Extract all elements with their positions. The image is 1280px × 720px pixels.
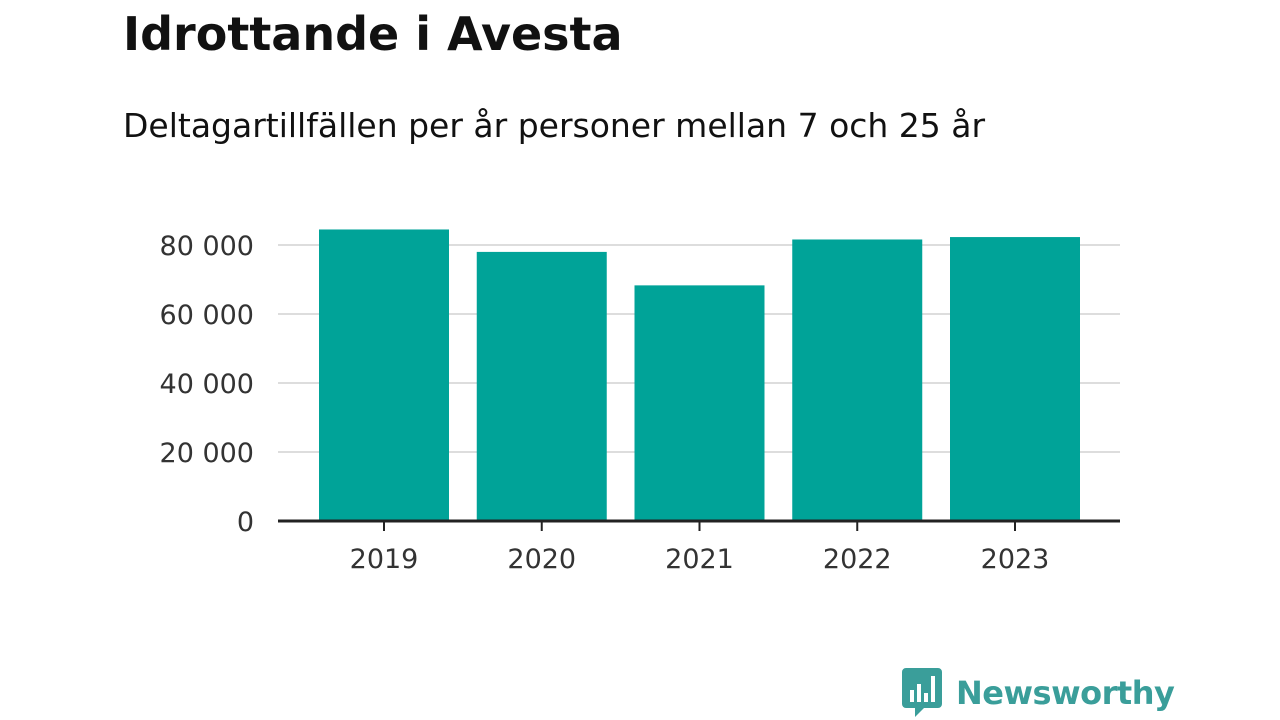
bar	[319, 229, 449, 521]
x-tick-label: 2023	[981, 544, 1050, 575]
bar	[476, 251, 607, 521]
bar	[634, 285, 765, 521]
chart-title: Idrottande i Avesta	[123, 7, 623, 61]
brand-name: Newsworthy	[956, 674, 1175, 712]
bars	[319, 229, 1080, 522]
x-tick-label: 2020	[507, 544, 576, 575]
y-tick-label: 20 000	[160, 438, 254, 469]
y-tick-label: 60 000	[160, 300, 254, 331]
newsworthy-brand: Newsworthy	[902, 668, 1175, 718]
x-tick-label: 2019	[350, 544, 419, 575]
x-axis	[278, 519, 1120, 531]
x-tick-label: 2022	[823, 544, 892, 575]
bar-chart-speech-bubble-icon	[902, 668, 942, 717]
y-axis-tick-labels: 0 20 000 40 000 60 000 80 000	[160, 231, 254, 538]
x-axis-tick-labels: 2019 2020 2021 2022 2023	[350, 544, 1050, 575]
x-tick-label: 2021	[665, 544, 734, 575]
y-tick-label: 0	[237, 507, 254, 538]
y-tick-label: 80 000	[160, 231, 254, 262]
bar	[792, 239, 923, 522]
y-tick-label: 40 000	[160, 369, 254, 400]
chart-subtitle: Deltagartillfällen per år personer mella…	[123, 106, 986, 145]
bar	[950, 237, 1080, 521]
